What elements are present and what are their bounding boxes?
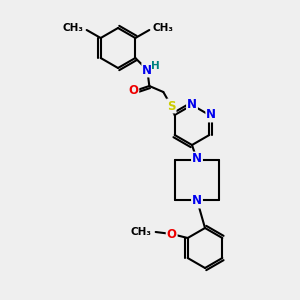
Text: CH₃: CH₃ bbox=[131, 227, 152, 237]
Text: H: H bbox=[151, 61, 160, 71]
Text: N: N bbox=[187, 98, 197, 110]
Text: N: N bbox=[192, 194, 202, 208]
Text: CH₃: CH₃ bbox=[63, 23, 84, 33]
Text: O: O bbox=[167, 227, 177, 241]
Text: N: N bbox=[206, 109, 216, 122]
Text: N: N bbox=[142, 64, 152, 76]
Text: S: S bbox=[167, 100, 176, 112]
Text: N: N bbox=[192, 152, 202, 166]
Text: O: O bbox=[128, 83, 138, 97]
Text: CH₃: CH₃ bbox=[152, 23, 173, 33]
